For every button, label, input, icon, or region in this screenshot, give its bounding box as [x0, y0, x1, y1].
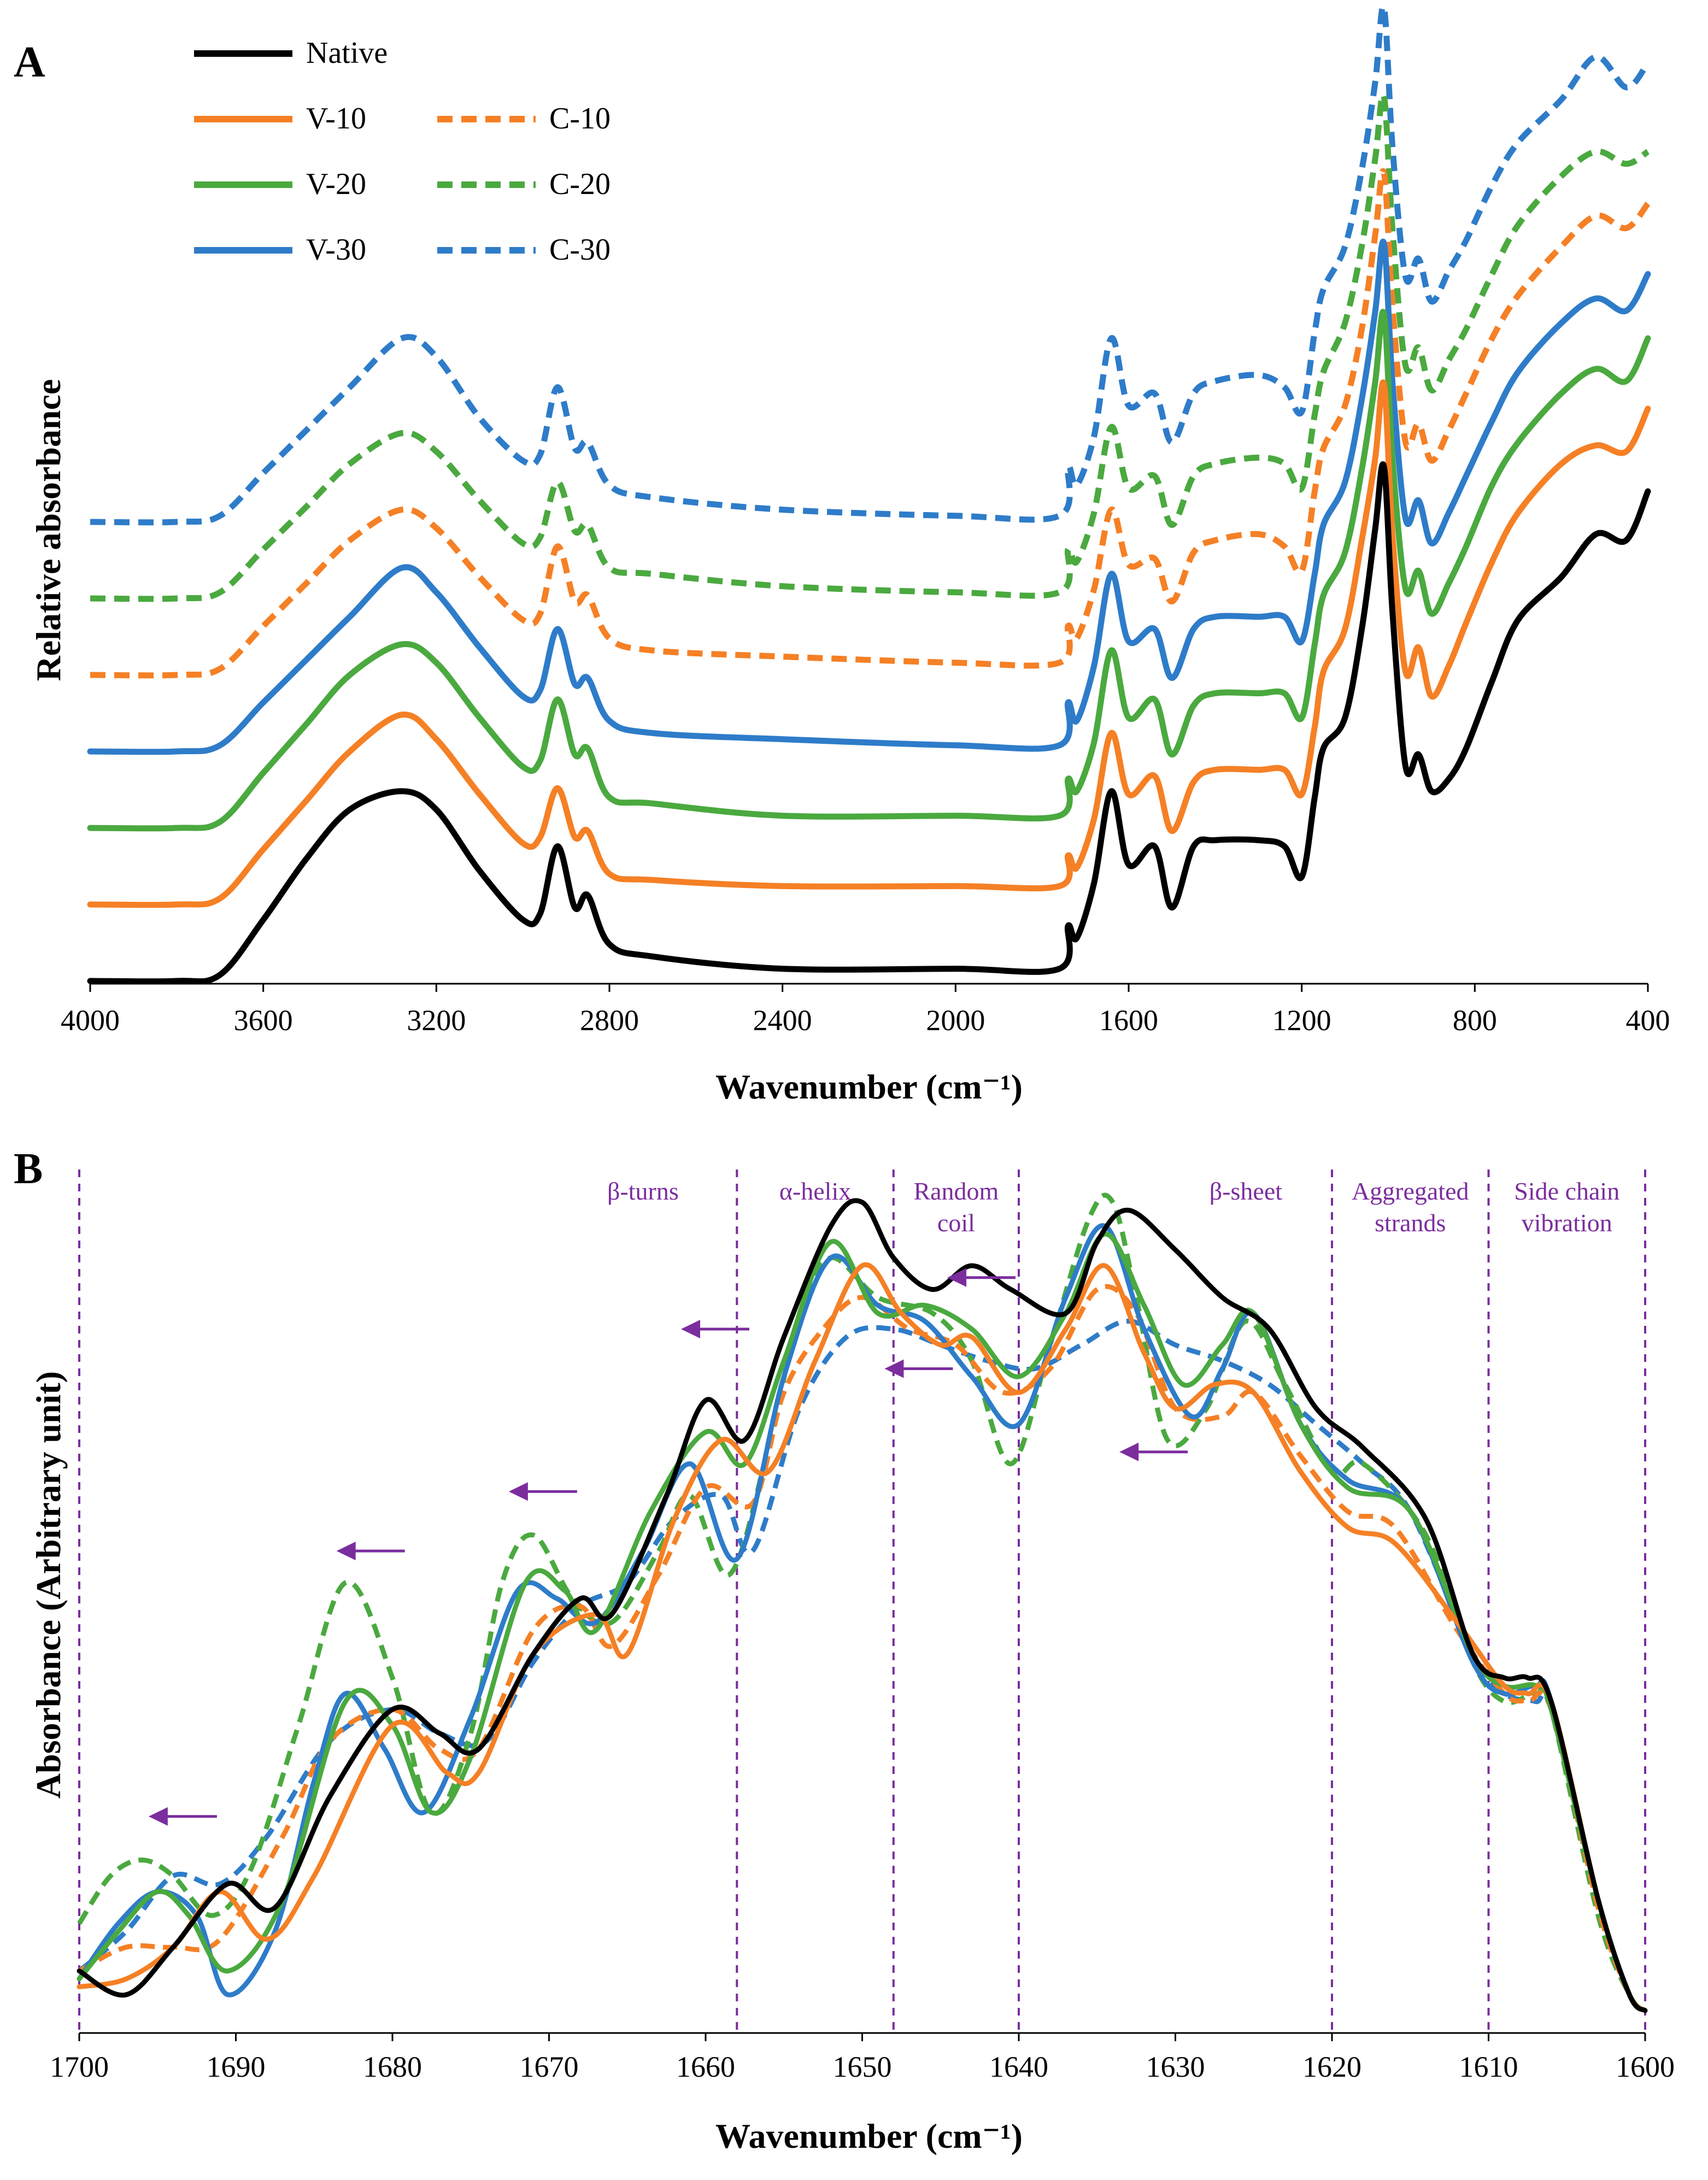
shift-arrow-head — [336, 1542, 356, 1560]
region-label-random-coil: Random coil — [913, 1177, 999, 1237]
panel-a-tick-label-3200: 3200 — [407, 1004, 466, 1037]
panel-a-tick-label-1200: 1200 — [1272, 1004, 1331, 1037]
panel-b-tick-label-1700: 1700 — [50, 2050, 109, 2083]
region-label-line: β-sheet — [1210, 1177, 1282, 1205]
region-label-line: β-turns — [607, 1177, 679, 1205]
shift-arrow-head — [947, 1268, 967, 1287]
shift-arrow-head — [148, 1807, 168, 1826]
panel-b-series-v-20 — [77, 1231, 1648, 2013]
panel-b-tick-label-1690: 1690 — [207, 2050, 266, 2083]
region-label-line: strands — [1375, 1209, 1446, 1237]
legend-item-native: Native — [194, 36, 388, 70]
legend-item-v-20: V-20 — [194, 167, 366, 201]
shift-arrow-2 — [336, 1542, 405, 1560]
legend-label-c-20: C-20 — [549, 167, 611, 201]
panel-a-tick-label-2400: 2400 — [753, 1004, 812, 1037]
region-label-line: α-helix — [779, 1177, 851, 1205]
panel-b-tick-label-1630: 1630 — [1146, 2050, 1205, 2083]
region-label-line: coil — [937, 1209, 975, 1237]
panel-a-x-ticks: 4000 3600 3200 2800 2400 2000 1600 1200 800 400 — [61, 984, 1670, 1037]
legend-label-v-30: V-30 — [306, 233, 366, 267]
panel-a-series-group — [87, 3, 1651, 985]
region-label-side-chain-vibration: Side chain vibration — [1514, 1177, 1619, 1237]
panel-a-tick-label-2000: 2000 — [926, 1004, 985, 1037]
panel-b-x-axis-title: Wavenumber (cm⁻¹) — [715, 2117, 1023, 2155]
panel-a: A 4000 3600 3200 2800 2400 2000 1600 1200 800 400… — [14, 3, 1670, 1106]
legend-label-c-30: C-30 — [549, 233, 611, 267]
panel-a-series-c-30 — [90, 3, 1651, 526]
panel-b-tick-label-1650: 1650 — [833, 2050, 892, 2083]
legend-item-c-10: C-10 — [437, 102, 611, 136]
panel-a-x-axis-title: Wavenumber (cm⁻¹) — [715, 1067, 1023, 1106]
panel-a-tick-label-1600: 1600 — [1099, 1004, 1158, 1037]
panel-a-tick-label-4000: 4000 — [61, 1004, 120, 1037]
legend-label-v-20: V-20 — [306, 167, 366, 201]
region-label-line: Random — [913, 1177, 999, 1205]
panel-b-y-axis-title: Absorbance (Arbitrary unit) — [29, 1371, 68, 1799]
panel-b: B β-turns α-helix Random coil β-sheet Aggrega… — [14, 1145, 1675, 2155]
region-label-aggregated-strands: Aggregated strands — [1352, 1177, 1469, 1237]
panel-a-legend: Native V-10 C-10 V-20 C-20 V-30 C-30 — [194, 36, 611, 267]
panel-a-series-c-20 — [90, 91, 1650, 602]
panel-b-tick-label-1680: 1680 — [363, 2050, 422, 2083]
legend-item-c-30: C-30 — [437, 233, 611, 267]
panel-a-letter: A — [14, 38, 45, 86]
panel-b-region-labels: β-turns α-helix Random coil β-sheet Aggregate… — [607, 1177, 1619, 1237]
shift-arrow-5 — [947, 1268, 1016, 1287]
panel-a-tick-label-800: 800 — [1453, 1004, 1497, 1037]
region-label-line: Aggregated — [1352, 1177, 1469, 1205]
shift-arrow-head — [884, 1359, 904, 1378]
legend-item-c-20: C-20 — [437, 167, 611, 201]
legend-label-v-10: V-10 — [306, 102, 366, 136]
legend-label-native: Native — [306, 36, 388, 70]
region-label-turns: β-turns — [607, 1177, 679, 1205]
panel-b-tick-label-1610: 1610 — [1459, 2050, 1518, 2083]
shift-arrow-7 — [1119, 1442, 1188, 1461]
panel-b-tick-label-1640: 1640 — [989, 2050, 1048, 2083]
region-label-helix: α-helix — [779, 1177, 851, 1205]
shift-arrow-head — [508, 1482, 528, 1501]
panel-b-shift-arrows — [148, 1268, 1188, 1826]
panel-a-tick-label-3600: 3600 — [234, 1004, 293, 1037]
panel-a-tick-label-2800: 2800 — [580, 1004, 639, 1037]
shift-arrow-1 — [148, 1807, 217, 1826]
panel-b-series-group — [77, 1192, 1648, 2013]
region-label-sheet: β-sheet — [1210, 1177, 1282, 1205]
legend-item-v-10: V-10 — [194, 102, 366, 136]
panel-b-letter: B — [14, 1145, 43, 1193]
panel-a-tick-label-400: 400 — [1626, 1004, 1670, 1037]
panel-b-tick-label-1660: 1660 — [676, 2050, 735, 2083]
region-label-line: Side chain — [1514, 1177, 1619, 1205]
panel-b-x-ticks: 1700 1690 1680 1670 1660 1650 1640 1630 1620 1610… — [50, 2033, 1675, 2083]
panel-b-tick-label-1600: 1600 — [1616, 2050, 1675, 2083]
region-label-line: vibration — [1522, 1209, 1612, 1237]
panel-b-tick-label-1620: 1620 — [1302, 2050, 1361, 2083]
shift-arrow-head — [681, 1320, 700, 1338]
panel-b-tick-label-1670: 1670 — [520, 2050, 579, 2083]
shift-arrow-4 — [681, 1320, 749, 1338]
panel-a-y-axis-title: Relative absorbance — [29, 379, 68, 681]
panel-a-series-native — [87, 461, 1651, 985]
shift-arrow-3 — [508, 1482, 577, 1501]
panel-a-series-v-10 — [87, 379, 1651, 908]
panel-a-series-v-20 — [87, 309, 1651, 832]
shift-arrow-head — [1119, 1442, 1139, 1461]
legend-label-c-10: C-10 — [549, 102, 611, 136]
shift-arrow-6 — [884, 1359, 953, 1378]
panel-b-series-native — [77, 1198, 1648, 2013]
panel-b-series-v-10 — [77, 1262, 1648, 2013]
legend-item-v-30: V-30 — [194, 233, 366, 267]
panel-a-series-v-30 — [87, 238, 1651, 755]
